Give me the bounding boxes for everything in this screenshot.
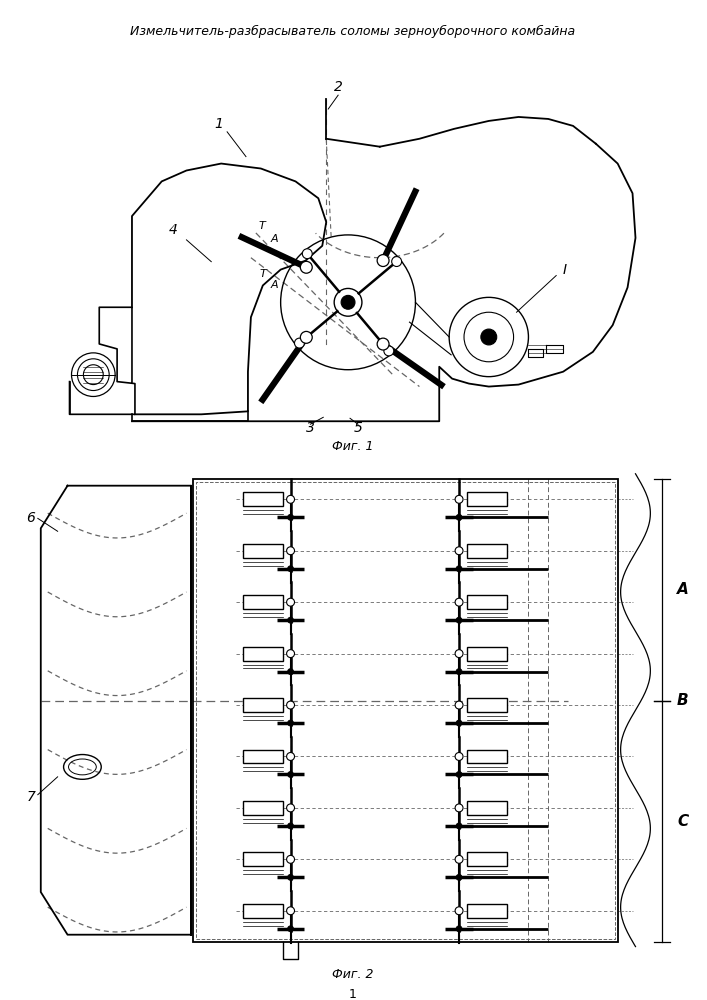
- Text: Фиг. 1: Фиг. 1: [332, 440, 374, 453]
- Circle shape: [288, 823, 293, 829]
- Text: I: I: [563, 263, 567, 277]
- Bar: [467, 801, 507, 815]
- Circle shape: [455, 855, 463, 863]
- Bar: [467, 647, 507, 661]
- Circle shape: [392, 257, 402, 266]
- Bar: [467, 852, 507, 866]
- Text: T: T: [259, 269, 266, 279]
- Text: 2: 2: [334, 80, 343, 94]
- Text: 3: 3: [306, 421, 315, 435]
- Circle shape: [455, 598, 463, 606]
- Circle shape: [455, 495, 463, 503]
- Text: Фиг. 2: Фиг. 2: [332, 968, 374, 981]
- Circle shape: [300, 331, 312, 343]
- Circle shape: [288, 874, 293, 880]
- Circle shape: [288, 514, 293, 520]
- Bar: [467, 750, 507, 763]
- Text: B: B: [677, 693, 689, 708]
- Text: 1: 1: [349, 988, 357, 1000]
- Bar: [243, 904, 283, 918]
- Text: T: T: [259, 221, 265, 231]
- Circle shape: [295, 338, 305, 348]
- Text: 4: 4: [169, 223, 178, 237]
- Circle shape: [384, 346, 394, 356]
- Circle shape: [456, 514, 462, 520]
- Bar: [243, 595, 283, 609]
- Circle shape: [456, 772, 462, 777]
- Circle shape: [286, 547, 295, 555]
- Circle shape: [288, 617, 293, 623]
- Circle shape: [288, 772, 293, 777]
- Text: 5: 5: [354, 421, 363, 435]
- Circle shape: [286, 804, 295, 812]
- Circle shape: [300, 261, 312, 273]
- Bar: [197, 482, 614, 939]
- Circle shape: [341, 295, 355, 309]
- Text: 1: 1: [215, 117, 223, 131]
- Circle shape: [288, 926, 293, 932]
- Circle shape: [455, 907, 463, 915]
- Circle shape: [455, 701, 463, 709]
- Bar: [243, 750, 283, 763]
- Bar: [243, 492, 283, 506]
- Circle shape: [456, 617, 462, 623]
- Circle shape: [481, 329, 497, 345]
- Circle shape: [286, 753, 295, 760]
- Circle shape: [456, 669, 462, 675]
- Circle shape: [286, 907, 295, 915]
- Circle shape: [456, 823, 462, 829]
- Bar: [467, 492, 507, 506]
- Text: A: A: [271, 234, 279, 244]
- Text: C: C: [677, 814, 689, 829]
- Text: 7: 7: [26, 790, 35, 804]
- Circle shape: [456, 720, 462, 726]
- Bar: [467, 595, 507, 609]
- Circle shape: [286, 855, 295, 863]
- Bar: [243, 698, 283, 712]
- Circle shape: [288, 566, 293, 572]
- Bar: [194, 479, 618, 942]
- Circle shape: [455, 804, 463, 812]
- Text: 6: 6: [26, 511, 35, 525]
- Circle shape: [286, 701, 295, 709]
- Text: Измельчитель-разбрасыватель соломы зерноуборочного комбайна: Измельчитель-разбрасыватель соломы зерно…: [131, 25, 575, 38]
- Circle shape: [286, 650, 295, 658]
- Bar: [243, 801, 283, 815]
- Circle shape: [377, 338, 389, 350]
- Text: A: A: [677, 582, 689, 597]
- Circle shape: [456, 926, 462, 932]
- Circle shape: [288, 720, 293, 726]
- Circle shape: [455, 650, 463, 658]
- Circle shape: [286, 598, 295, 606]
- Circle shape: [455, 547, 463, 555]
- Circle shape: [288, 669, 293, 675]
- Bar: [467, 904, 507, 918]
- Text: A: A: [271, 280, 279, 290]
- Bar: [243, 544, 283, 558]
- Bar: [243, 852, 283, 866]
- Circle shape: [286, 495, 295, 503]
- Bar: [467, 698, 507, 712]
- Circle shape: [456, 566, 462, 572]
- Circle shape: [377, 255, 389, 266]
- Circle shape: [456, 874, 462, 880]
- Bar: [243, 647, 283, 661]
- Bar: [467, 544, 507, 558]
- Circle shape: [303, 249, 312, 259]
- Circle shape: [455, 753, 463, 760]
